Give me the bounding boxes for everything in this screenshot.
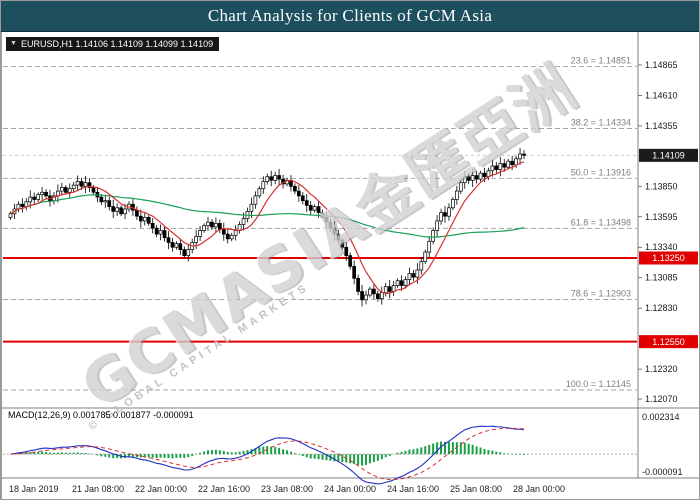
price-tick-label: 1.13085 — [645, 273, 678, 283]
chevron-down-icon[interactable]: ▼ — [10, 40, 17, 47]
price-tick-label: 1.14610 — [645, 90, 678, 100]
fib-level-label: 38.2 = 1.14334 — [571, 117, 631, 127]
time-tick-label: 24 Jan 16:00 — [387, 484, 439, 494]
fib-level-label: 23.6 = 1.14851 — [571, 56, 631, 66]
ma-fast-line — [10, 161, 525, 295]
fib-level-label: 100.0 = 1.12145 — [566, 379, 631, 389]
current-price-badge: 1.14109 — [639, 148, 698, 162]
fib-level-label: 78.6 = 1.12903 — [571, 288, 631, 298]
time-tick-label: 22 Jan 16:00 — [198, 484, 250, 494]
price-tick-label: 1.12070 — [645, 394, 678, 404]
price-tick-label: 1.12320 — [645, 364, 678, 374]
price-tick-label: 1.13595 — [645, 212, 678, 222]
symbol-quote-badge: ▼ EURUSD,H1 1.14106 1.14109 1.14099 1.14… — [6, 37, 220, 51]
ma-slow-line — [10, 194, 525, 238]
macd-axis-max: 0.002314 — [642, 412, 680, 422]
macd-line — [10, 425, 525, 485]
price-tick-label: 1.13340 — [645, 242, 678, 252]
support-line-badge: 1.13250 — [639, 251, 698, 265]
title-bar: Chart Analysis for Clients of GCM Asia — [1, 1, 699, 32]
page-title: Chart Analysis for Clients of GCM Asia — [207, 6, 493, 25]
time-tick-label: 24 Jan 00:00 — [324, 484, 376, 494]
price-tick-label: 1.14865 — [645, 60, 678, 70]
macd-axis-min: -0.000091 — [642, 467, 683, 477]
svg-text:1.12550: 1.12550 — [652, 337, 685, 347]
macd-histogram — [13, 441, 525, 466]
fib-level-label: 50.0 = 1.13916 — [571, 167, 631, 177]
price-tick-label: 1.12830 — [645, 303, 678, 313]
candlesticks — [8, 148, 526, 307]
time-tick-label: 18 Jan 2019 — [9, 484, 59, 494]
macd-signal-line — [10, 427, 525, 481]
fib-retracement: 23.6 = 1.14851 38.2 = 1.14334 50.0 = 1.139… — [3, 56, 637, 391]
horizontal-support-lines[interactable] — [3, 257, 637, 343]
quote-text: EURUSD,H1 1.14106 1.14109 1.14099 1.1410… — [20, 39, 214, 49]
price-tick-label: 1.13850 — [645, 181, 678, 191]
price-axis-labels: 1.14865 1.14610 1.14355 1.13850 1.13595 1.133… — [638, 60, 678, 404]
fib-level-label: 61.8 = 1.13498 — [571, 217, 631, 227]
macd-indicator-label: MACD(12,26,9) 0.001785 0.001877 -0.00009… — [8, 410, 194, 420]
time-tick-label: 22 Jan 00:00 — [135, 484, 187, 494]
time-tick-label: 21 Jan 08:00 — [72, 484, 124, 494]
time-tick-label: 23 Jan 08:00 — [261, 484, 313, 494]
svg-text:1.14109: 1.14109 — [652, 151, 685, 161]
time-tick-label: 25 Jan 08:00 — [450, 484, 502, 494]
price-tick-label: 1.14355 — [645, 121, 678, 131]
support-line-badge: 1.12550 — [639, 335, 698, 349]
svg-text:1.13250: 1.13250 — [652, 253, 685, 263]
time-tick-label: 28 Jan 00:00 — [513, 484, 565, 494]
time-axis-labels: 18 Jan 2019 21 Jan 08:00 22 Jan 00:00 22 Ja… — [9, 484, 565, 494]
